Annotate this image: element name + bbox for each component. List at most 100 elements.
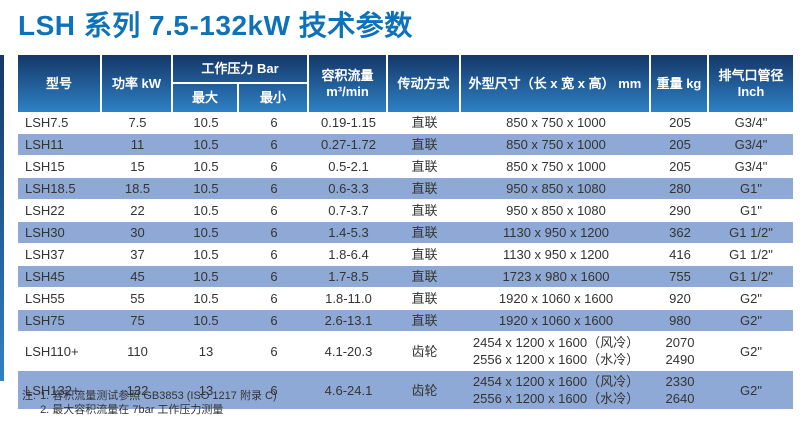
- table-row: LSH22 22 10.5 6 0.7-3.7 直联 950 x 850 x 1…: [18, 200, 793, 221]
- cell-power: 110: [127, 343, 148, 359]
- cell-pressure-min: 6: [270, 247, 278, 262]
- cell-power: 37: [130, 247, 145, 262]
- table-row: LSH37 37 10.5 6 1.8-6.4 直联 1130 x 950 x …: [18, 244, 793, 265]
- table-row: LSH11 11 10.5 6 0.27-1.72 直联 850 x 750 x…: [18, 133, 793, 156]
- table-row: LSH15 15 10.5 6 0.5-2.1 直联 850 x 750 x 1…: [18, 156, 793, 177]
- cell-drive: 直联: [411, 181, 438, 196]
- cell-outlet: G2": [740, 382, 762, 398]
- cell-power: 75: [130, 313, 145, 328]
- header-model: 型号: [18, 55, 102, 112]
- cell-flow: 0.19-1.15: [321, 115, 376, 130]
- table-header: 型号 功率 kW 工作压力 Bar 最大 最小 容积流量 m³/min 传动方式…: [18, 55, 793, 112]
- cell-dimensions: 1130 x 950 x 1200: [502, 225, 609, 240]
- cell-power: 132: [126, 382, 149, 398]
- header-power: 功率 kW: [102, 55, 173, 112]
- cell-weight: 920: [669, 291, 691, 306]
- cell-drive: 直联: [411, 137, 438, 152]
- cell-weight: 205: [669, 159, 691, 174]
- cell-model: LSH37: [25, 247, 65, 262]
- cell-weight: 980: [669, 313, 691, 328]
- cell-outlet: G3/4": [734, 115, 768, 130]
- cell-flow: 1.8-6.4: [328, 247, 369, 262]
- cell-model: LSH30: [25, 225, 65, 240]
- header-outlet: 排气口管径 Inch: [718, 67, 784, 99]
- header-drive: 传动方式: [388, 55, 461, 112]
- cell-flow: 4.6-24.1: [324, 382, 373, 398]
- cell-weight: 2330 2640: [665, 374, 695, 406]
- cell-outlet: G1 1/2": [729, 269, 773, 284]
- cell-outlet: G1": [740, 181, 762, 196]
- cell-pressure-max: 10.5: [193, 181, 219, 196]
- cell-pressure-max: 10.5: [193, 137, 219, 152]
- cell-flow: 4.1-20.3: [324, 343, 373, 359]
- cell-dimensions: 1723 x 980 x 1600: [502, 269, 610, 284]
- cell-drive: 直联: [411, 225, 438, 240]
- cell-pressure-min: 6: [270, 269, 278, 284]
- cell-model: LSH7.5: [25, 115, 69, 130]
- cell-pressure-max: 10.5: [193, 225, 219, 240]
- cell-outlet: G3/4": [734, 137, 768, 152]
- cell-weight: 2070 2490: [665, 335, 695, 367]
- cell-drive: 直联: [411, 313, 438, 328]
- cell-pressure-max: 10.5: [193, 247, 219, 262]
- cell-flow: 1.4-5.3: [328, 225, 369, 240]
- cell-power: 30: [130, 225, 145, 240]
- cell-dimensions: 1130 x 950 x 1200: [502, 247, 609, 262]
- cell-model: LSH75: [25, 313, 65, 328]
- cell-pressure-max: 13: [198, 382, 214, 398]
- cell-pressure-min: 6: [270, 313, 278, 328]
- table-row: LSH75 75 10.5 6 2.6-13.1 直联 1920 x 1060 …: [18, 309, 793, 332]
- cell-flow: 0.5-2.1: [328, 159, 369, 174]
- cell-pressure-max: 10.5: [193, 115, 219, 130]
- cell-power: 18.5: [124, 181, 151, 196]
- cell-dimensions: 850 x 750 x 1000: [506, 137, 606, 152]
- cell-outlet: G1 1/2": [729, 247, 773, 262]
- cell-dimensions: 2454 x 1200 x 1600（风冷） 2556 x 1200 x 160…: [472, 374, 640, 406]
- cell-model: LSH110+: [25, 343, 79, 359]
- cell-power: 55: [130, 291, 145, 306]
- cell-weight: 755: [669, 269, 691, 284]
- header-pressure-sub: 最大 最小: [173, 84, 307, 112]
- cell-model: LSH18.5: [25, 181, 76, 196]
- spec-table: 型号 功率 kW 工作压力 Bar 最大 最小 容积流量 m³/min 传动方式…: [18, 55, 793, 410]
- cell-drive: 直联: [411, 247, 438, 262]
- cell-pressure-min: 6: [270, 159, 278, 174]
- cell-dimensions: 950 x 850 x 1080: [506, 203, 606, 218]
- cell-power: 15: [130, 159, 145, 174]
- footnotes: 注: 1. 容积流量测试参照 GB3853 (ISO 1217 附录 C) 2.…: [22, 389, 277, 417]
- cell-outlet: G1 1/2": [729, 225, 773, 240]
- cell-power: 22: [130, 203, 145, 218]
- table-row: LSH18.5 18.5 10.5 6 0.6-3.3 直联 950 x 850…: [18, 177, 793, 200]
- table-row: LSH7.5 7.5 10.5 6 0.19-1.15 直联 850 x 750…: [18, 112, 793, 133]
- cell-weight: 280: [669, 181, 691, 196]
- header-dimensions: 外型尺寸（长 x 宽 x 高） mm: [461, 55, 651, 112]
- cell-flow: 1.7-8.5: [328, 269, 369, 284]
- cell-pressure-min: 6: [270, 225, 278, 240]
- cell-flow: 0.6-3.3: [328, 181, 369, 196]
- cell-pressure-max: 10.5: [193, 269, 219, 284]
- header-pressure-label: 工作压力 Bar: [173, 55, 307, 84]
- cell-drive: 直联: [411, 291, 438, 306]
- cell-outlet: G2": [740, 343, 762, 359]
- cell-model: LSH132+: [25, 382, 80, 398]
- cell-pressure-min: 6: [270, 115, 278, 130]
- cell-dimensions: 2454 x 1200 x 1600（风冷） 2556 x 1200 x 160…: [472, 335, 640, 367]
- cell-pressure-max: 13: [198, 343, 214, 359]
- cell-weight: 362: [669, 225, 691, 240]
- cell-model: LSH11: [25, 137, 64, 152]
- cell-pressure-min: 6: [270, 137, 278, 152]
- cell-weight: 290: [669, 203, 691, 218]
- cell-pressure-max: 10.5: [193, 159, 219, 174]
- cell-pressure-min: 6: [270, 382, 278, 398]
- footnote-item: 2. 最大容积流量在 7bar 工作压力测量: [40, 404, 224, 416]
- cell-drive: 直联: [411, 203, 438, 218]
- cell-model: LSH55: [25, 291, 65, 306]
- table-row: LSH55 55 10.5 6 1.8-11.0 直联 1920 x 1060 …: [18, 288, 793, 309]
- cell-model: LSH22: [25, 203, 65, 218]
- cell-drive: 齿轮: [411, 343, 438, 359]
- cell-dimensions: 1920 x 1060 x 1600: [498, 291, 614, 306]
- cell-weight: 205: [669, 115, 691, 130]
- page-title: LSH 系列 7.5-132kW 技术参数: [18, 10, 413, 41]
- cell-drive: 齿轮: [411, 382, 438, 398]
- cell-outlet: G3/4": [734, 159, 768, 174]
